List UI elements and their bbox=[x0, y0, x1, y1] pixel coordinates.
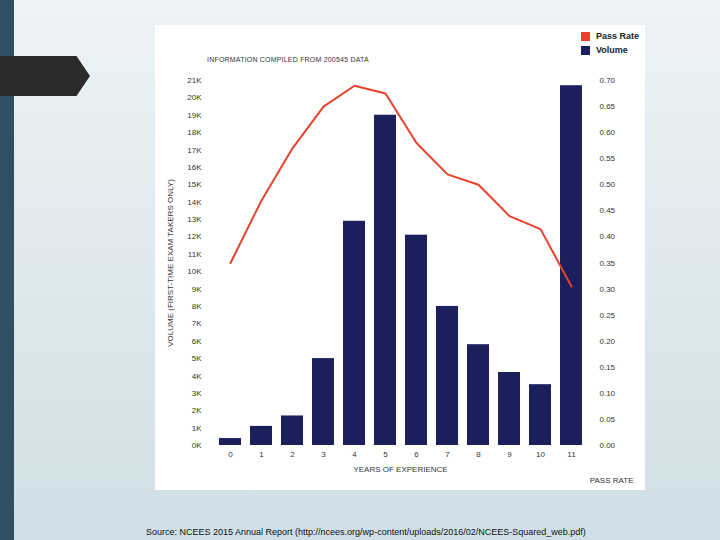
svg-text:0.25: 0.25 bbox=[600, 311, 616, 320]
svg-text:0.35: 0.35 bbox=[600, 259, 616, 268]
svg-text:17K: 17K bbox=[187, 146, 202, 155]
svg-text:0.60: 0.60 bbox=[600, 128, 616, 137]
svg-text:20K: 20K bbox=[187, 93, 202, 102]
svg-text:0K: 0K bbox=[192, 441, 202, 450]
svg-text:1: 1 bbox=[259, 450, 264, 459]
svg-text:21K: 21K bbox=[187, 76, 202, 85]
svg-text:0.70: 0.70 bbox=[600, 76, 616, 85]
svg-text:1K: 1K bbox=[192, 424, 202, 433]
svg-text:0.50: 0.50 bbox=[600, 180, 616, 189]
svg-text:YEARS OF EXPERIENCE: YEARS OF EXPERIENCE bbox=[353, 465, 447, 474]
svg-text:0.45: 0.45 bbox=[600, 206, 616, 215]
svg-text:2K: 2K bbox=[192, 406, 202, 415]
svg-text:6K: 6K bbox=[192, 337, 202, 346]
html-text:Source: NCEES 2015 Annual Repo: Source: NCEES 2015 Annual Report (http:/… bbox=[146, 527, 586, 537]
svg-text:11: 11 bbox=[567, 450, 576, 459]
svg-text:4K: 4K bbox=[192, 372, 202, 381]
svg-text:7: 7 bbox=[445, 450, 450, 459]
svg-text:4: 4 bbox=[352, 450, 357, 459]
svg-text:0.00: 0.00 bbox=[600, 441, 616, 450]
svg-text:VOLUME (FIRST-TIME EXAM TAKERS: VOLUME (FIRST-TIME EXAM TAKERS ONLY) bbox=[166, 179, 175, 347]
svg-text:14K: 14K bbox=[187, 198, 202, 207]
svg-text:12K: 12K bbox=[187, 232, 202, 241]
html-text:Pass Rate: Pass Rate bbox=[596, 31, 639, 41]
svg-text:18K: 18K bbox=[187, 128, 202, 137]
svg-text:15K: 15K bbox=[187, 180, 202, 189]
svg-text:0.10: 0.10 bbox=[600, 389, 616, 398]
svg-text:10: 10 bbox=[536, 450, 545, 459]
svg-text:0.05: 0.05 bbox=[600, 415, 616, 424]
svg-text:2: 2 bbox=[290, 450, 295, 459]
svg-text:0.20: 0.20 bbox=[600, 337, 616, 346]
svg-text:9: 9 bbox=[507, 450, 512, 459]
svg-text:7K: 7K bbox=[192, 319, 202, 328]
svg-text:0.40: 0.40 bbox=[600, 232, 616, 241]
svg-text:0.55: 0.55 bbox=[600, 154, 616, 163]
html-text:INFORMATION COMPILED FROM 2005: INFORMATION COMPILED FROM 200545 DATA bbox=[207, 56, 369, 63]
svg-text:13K: 13K bbox=[187, 215, 202, 224]
svg-text:0.30: 0.30 bbox=[600, 285, 616, 294]
svg-text:6: 6 bbox=[414, 450, 419, 459]
svg-text:PASS RATE: PASS RATE bbox=[590, 476, 634, 485]
svg-text:0: 0 bbox=[228, 450, 233, 459]
svg-text:3: 3 bbox=[321, 450, 326, 459]
html-text:Volume: Volume bbox=[596, 45, 628, 55]
svg-text:8: 8 bbox=[476, 450, 481, 459]
svg-text:3K: 3K bbox=[192, 389, 202, 398]
svg-text:10K: 10K bbox=[187, 267, 202, 276]
svg-text:0.15: 0.15 bbox=[600, 363, 616, 372]
svg-text:11K: 11K bbox=[188, 250, 202, 259]
svg-text:5K: 5K bbox=[192, 354, 202, 363]
svg-text:16K: 16K bbox=[187, 163, 202, 172]
svg-text:8K: 8K bbox=[192, 302, 202, 311]
svg-text:0.65: 0.65 bbox=[600, 102, 616, 111]
svg-text:9K: 9K bbox=[192, 285, 202, 294]
svg-text:5: 5 bbox=[383, 450, 388, 459]
svg-text:19K: 19K bbox=[187, 111, 202, 120]
